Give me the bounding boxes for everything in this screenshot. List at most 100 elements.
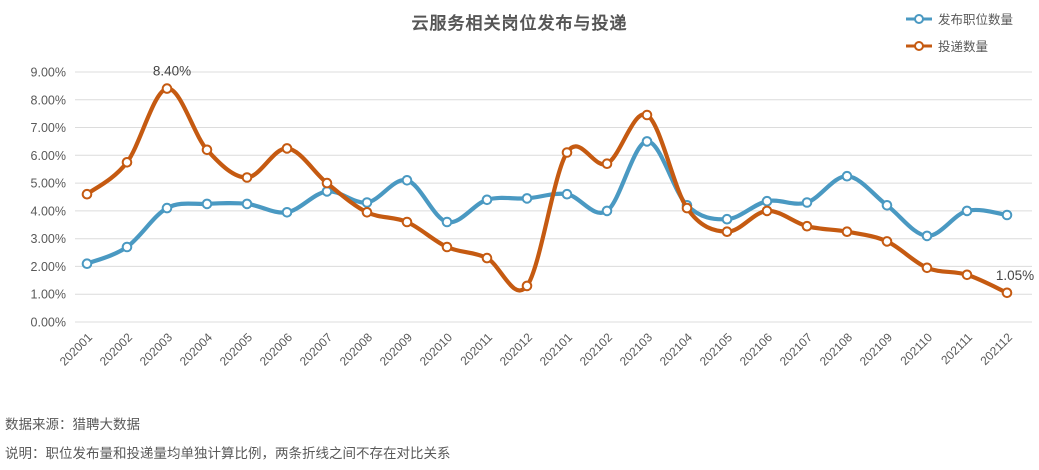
data-point-marker [641,109,653,121]
series-1 [81,83,1013,299]
data-point-marker [841,226,853,237]
x-tick-label: 202001 [57,330,95,368]
data-point-marker [841,170,853,182]
data-point-marker [641,136,653,147]
x-tick-label: 202105 [697,330,735,368]
y-tick-label: 2.00% [31,260,66,274]
legend-label: 投递数量 [937,40,988,54]
data-point-marker [401,175,413,186]
data-point-marker [241,198,253,210]
data-point-marker [1001,287,1013,299]
x-tick-label: 202004 [177,330,215,368]
x-tick-label: 202012 [497,330,535,368]
legend-label: 发布职位数量 [937,13,1013,27]
data-point-marker [241,172,253,183]
y-tick-label: 1.00% [31,288,66,302]
data-point-marker [361,197,373,208]
data-point-marker [481,252,493,264]
series-0 [81,136,1013,270]
data-point-marker [801,220,813,232]
data-point-marker [601,205,613,217]
y-tick-label: 6.00% [31,149,66,163]
x-tick-label: 202003 [137,330,175,368]
y-tick-label: 9.00% [31,66,66,80]
data-point-marker [481,194,493,206]
data-point-marker [561,147,573,158]
y-tick-label: 5.00% [31,177,66,191]
series-line-0 [84,139,1010,266]
y-tick-label: 0.00% [31,316,66,330]
gridlines [75,71,1032,323]
x-tick-label: 202112 [978,330,1016,368]
x-tick-label: 202005 [217,330,255,368]
data-point-marker [921,230,933,242]
x-tick-label: 202110 [898,330,936,368]
y-tick-label: 3.00% [31,232,66,246]
line-chart: 0.00% 1.00% 2.00% 3.00% 4.00% 5.00% 6.00% 7.00%… [31,64,1035,369]
x-tick-label: 202106 [737,330,775,368]
data-point-marker [761,205,773,217]
legend-item-apply[interactable]: 投递数量 [905,36,1013,55]
data-point-marker [521,193,533,204]
x-tick-label: 202010 [417,330,455,368]
data-point-marker [961,269,973,281]
legend-item-publish[interactable]: 发布职位数量 [905,9,1013,28]
data-point-marker [881,200,893,211]
data-point-marker [81,188,93,200]
data-point-marker [361,207,373,218]
data-point-marker [441,241,453,253]
data-source-text: 数据来源：猎聘大数据 [5,417,140,432]
x-tick-label: 202103 [617,330,655,368]
x-tick-label: 202002 [97,330,135,368]
data-point-marker [401,216,413,228]
data-point-marker [81,258,93,270]
data-point-marker [281,143,293,154]
x-tick-label: 202009 [377,330,415,368]
data-point-marker [121,241,133,253]
y-tick-label: 4.00% [31,204,66,218]
data-point-marker [1001,209,1013,221]
data-point-marker [521,280,533,292]
legend-line-circle-icon [905,13,932,24]
data-point-marker [721,226,733,237]
x-tick-label: 202101 [537,330,575,368]
x-tick-label: 202011 [458,330,496,368]
data-point-marker [681,202,693,214]
data-point-marker [441,216,453,228]
x-tick-label: 202111 [938,330,975,367]
chart-title: 云服务相关岗位发布与投递 [411,14,628,33]
x-tick-label: 202006 [257,330,295,368]
x-tick-label: 202109 [857,330,895,368]
x-axis-labels: 202001 202002 202003 202004 202005 202006 2020… [57,330,1015,368]
x-tick-label: 202007 [297,330,335,368]
note-text: 说明：职位发布量和投递量均单独计算比例，两条折线之间不存在对比关系 [5,446,451,461]
data-point-marker [561,188,573,200]
chart-footer: 数据来源：猎聘大数据 说明：职位发布量和投递量均单独计算比例，两条折线之间不存在… [5,413,451,462]
x-tick-label: 202102 [577,330,615,368]
data-point-marker [121,157,133,168]
y-tick-label: 8.00% [31,93,66,107]
legend-line-circle-icon [905,40,932,51]
data-point-marker [961,205,973,217]
data-point-marker [201,198,213,210]
data-point-marker [281,207,293,218]
data-point-marker [761,195,773,207]
data-point-label: 8.40% [153,64,191,79]
x-tick-label: 202104 [657,330,695,368]
x-tick-label: 202108 [817,330,855,368]
data-point-marker [921,262,933,274]
data-point-marker [601,158,613,169]
x-tick-label: 202107 [777,330,815,368]
data-point-marker [721,213,733,225]
data-point-marker [161,202,173,214]
y-axis-labels: 0.00% 1.00% 2.00% 3.00% 4.00% 5.00% 6.00% 7.00%… [31,66,66,330]
data-point-marker [321,177,333,189]
chart-legend: 发布职位数量 投递数量 [905,9,1013,55]
data-point-marker [881,236,893,247]
data-point-marker [801,197,813,208]
data-point-marker [201,144,213,156]
data-point-marker [161,83,173,94]
data-point-label: 1.05% [996,268,1034,283]
y-tick-label: 7.00% [31,121,66,135]
